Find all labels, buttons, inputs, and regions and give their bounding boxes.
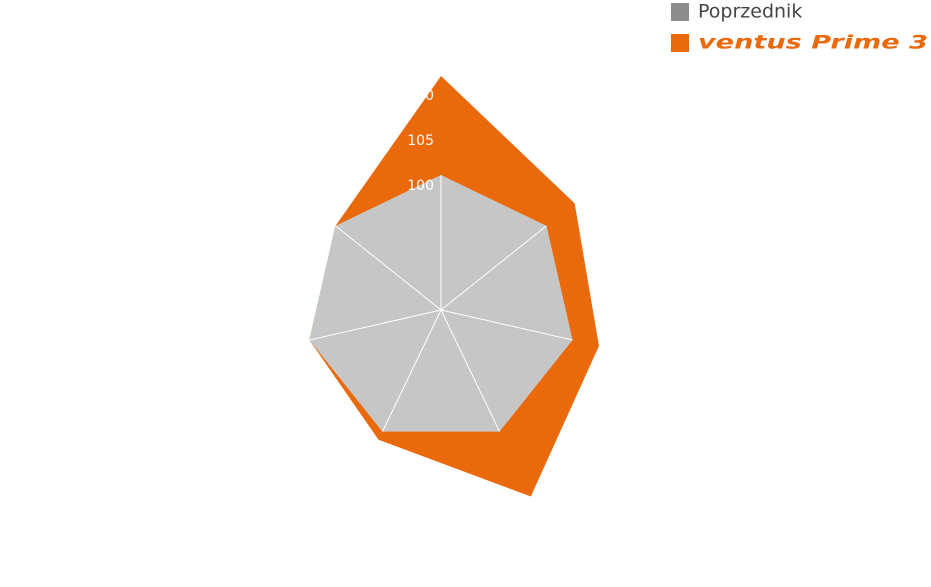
- spoke: [309, 175, 442, 311]
- spoke: [309, 309, 442, 361]
- spoke: [440, 309, 573, 361]
- r-tick-label: 100: [407, 178, 434, 194]
- r-tick-label: 105: [407, 133, 434, 149]
- spoke: [440, 309, 540, 432]
- spoke: [342, 309, 442, 432]
- spoke: [440, 175, 573, 311]
- legend-swatch: [671, 34, 689, 52]
- legend-swatch: [671, 3, 689, 21]
- legend-label: Poprzednik: [698, 1, 802, 23]
- legend-label: ventus Prime 3: [698, 32, 928, 54]
- r-tick-label: 110: [407, 88, 434, 104]
